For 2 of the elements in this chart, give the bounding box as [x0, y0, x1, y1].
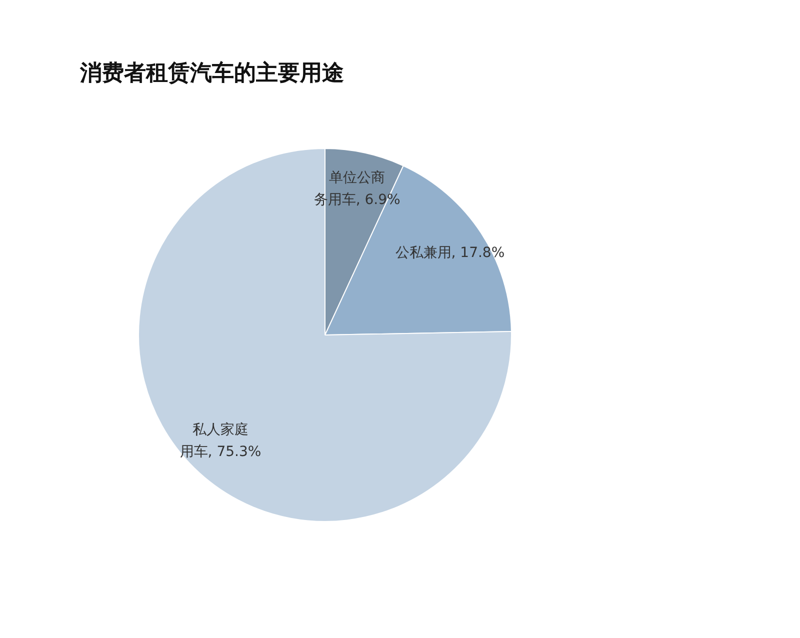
- slice-label: 私人家庭用车, 75.3%: [180, 422, 262, 460]
- chart-title: 消费者租赁汽车的主要用途: [80, 60, 344, 88]
